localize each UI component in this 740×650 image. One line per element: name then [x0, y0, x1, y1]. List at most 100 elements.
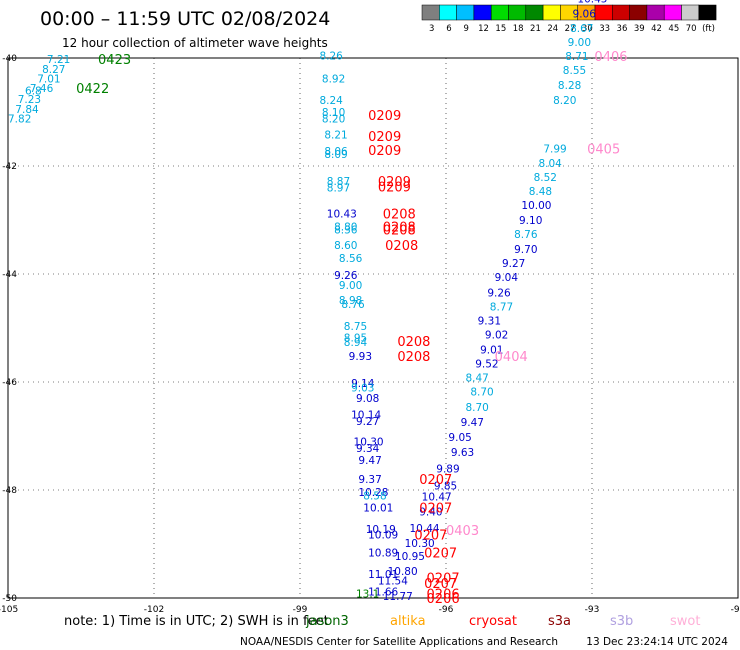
wave-height-label: 9.40 [419, 507, 442, 519]
scale-label: 30 [582, 24, 593, 34]
wave-height-label: 7.84 [15, 104, 39, 116]
footer-timestamp: 13 Dec 23:24:14 UTC 2024 [586, 636, 728, 648]
wave-height-label: 9.31 [478, 315, 501, 327]
scale-unit: (ft) [702, 24, 715, 34]
wave-height-label: 8.77 [490, 301, 513, 313]
wave-height-label: 7.46 [30, 83, 54, 95]
time-label: 0208 [383, 220, 416, 235]
scale-label: 18 [513, 24, 524, 34]
wave-height-label: 11.54 [378, 576, 408, 588]
wave-height-label: 8.09 [324, 149, 347, 161]
chart-subtitle: 12 hour collection of altimeter wave hei… [62, 36, 328, 50]
color-scale-legend: 3 6 9 12 15 18 21 24 27 30 33 36 39 42 45 70 (ft) [421, 4, 717, 34]
wave-height-label: 9.52 [475, 359, 498, 371]
wave-height-label: 13.1 [356, 589, 379, 601]
wave-height-label: 10.30 [354, 436, 384, 448]
time-label: 0403 [446, 524, 479, 539]
scale-swatch [456, 4, 475, 21]
time-label: 0209 [378, 175, 411, 190]
scale-swatch [508, 4, 527, 21]
time-label: 0209 [368, 109, 401, 124]
scale-label: 45 [668, 24, 679, 34]
wave-height-label: 8.04 [538, 158, 562, 170]
wave-height-label: 9.93 [349, 351, 372, 363]
x-tick-label: -93 [585, 605, 600, 615]
wave-height-label: 9.10 [519, 215, 542, 227]
wave-height-label: 8.48 [529, 186, 552, 198]
scale-swatch [542, 4, 561, 21]
wave-height-label: 10.44 [410, 523, 440, 535]
wave-height-label: 9.04 [495, 272, 519, 284]
wave-height-label: 7.82 [8, 113, 31, 125]
scale-swatch [612, 4, 630, 21]
wave-height-label: 10.28 [358, 487, 388, 499]
wave-height-label: 8.67 [570, 23, 593, 35]
wave-height-label: 11.77 [383, 591, 413, 603]
wave-height-label: 8.75 [344, 321, 367, 333]
wave-height-label: 9.01 [480, 345, 503, 357]
scale-swatch [525, 4, 544, 21]
wave-height-label: 8.20 [553, 95, 576, 107]
time-label: 0423 [98, 53, 131, 68]
wave-height-label: 8.52 [534, 172, 557, 184]
scale-swatch [490, 4, 509, 21]
wave-height-label: 10.30 [405, 538, 435, 550]
time-label: 0207 [427, 571, 460, 586]
time-label: 0209 [368, 130, 401, 145]
wave-height-label: 9.70 [514, 244, 537, 256]
plot-frame [7, 57, 739, 599]
wave-height-label: 8.24 [319, 95, 343, 107]
wave-height-label: 8.28 [558, 80, 581, 92]
wave-height-label: 8.06 [324, 146, 348, 158]
satellite-legend-item: s3a [548, 614, 571, 629]
scale-label: 33 [599, 24, 610, 34]
wave-height-label: 10.09 [368, 529, 398, 541]
time-label: 0404 [495, 350, 528, 365]
wave-height-label: 9.05 [448, 432, 471, 444]
wave-height-label: 9.00 [339, 280, 362, 292]
scale-swatch [421, 4, 440, 21]
data-points: 7.218.277.017.466.87.237.847.82 8.26 8.92 8… [8, 0, 607, 603]
wave-height-label: 9.08 [356, 393, 379, 405]
wave-height-label: 9.34 [356, 443, 380, 455]
y-tick-label: -46 [2, 378, 17, 388]
time-labels: 0423042202090209020902090209020802080208… [76, 50, 627, 607]
wave-height-label: 6.8 [25, 85, 42, 97]
footer-credit: NOAA/NESDIS Center for Satellite Applica… [240, 636, 558, 648]
scale-label: 9 [464, 24, 469, 34]
wave-height-label: 9.06 [573, 9, 597, 21]
x-tick-label: -102 [144, 605, 164, 615]
chart-title: 00:00 – 11:59 UTC 02/08/2024 [40, 8, 330, 30]
y-tick-label: -42 [2, 162, 17, 172]
wave-height-label: 9.03 [351, 382, 374, 394]
time-label: 0207 [419, 501, 452, 516]
wave-height-label: 8.95 [344, 333, 367, 345]
wave-height-label: 9.27 [502, 258, 525, 270]
footer-note: note: 1) Time is in UTC; 2) SWH is in fe… [64, 614, 329, 629]
scale-label: 39 [634, 24, 645, 34]
wave-height-label: 11.66 [368, 587, 398, 599]
x-tick-label: -105 [0, 605, 18, 615]
time-label: 0209 [368, 144, 401, 159]
wave-height-label: 9.27 [356, 416, 379, 428]
scale-swatch [646, 4, 665, 21]
satellite-legend-item: swot [670, 614, 700, 629]
wave-height-label: 8.56 [339, 253, 363, 265]
wave-height-label: 8.55 [563, 65, 586, 77]
wave-height-label: 8.26 [319, 50, 343, 62]
satellite-legend-item: s3b [610, 614, 633, 629]
satellite-legend: jason3 altika cryosat s3a s3b swot [305, 614, 700, 629]
scale-swatch [681, 4, 700, 21]
scale-swatch [698, 4, 717, 21]
wave-height-label: 9.47 [358, 455, 381, 467]
scale-label: 24 [547, 24, 558, 34]
wave-height-label: 9.47 [461, 417, 484, 429]
wave-height-label: 10.14 [351, 409, 381, 421]
time-label: 0208 [397, 350, 430, 365]
scale-label: 36 [617, 24, 628, 34]
wave-height-label: 8.21 [324, 130, 347, 142]
time-label: 0208 [385, 239, 418, 254]
wave-height-label: 7.99 [543, 144, 566, 156]
scale-label: 70 [686, 24, 697, 34]
